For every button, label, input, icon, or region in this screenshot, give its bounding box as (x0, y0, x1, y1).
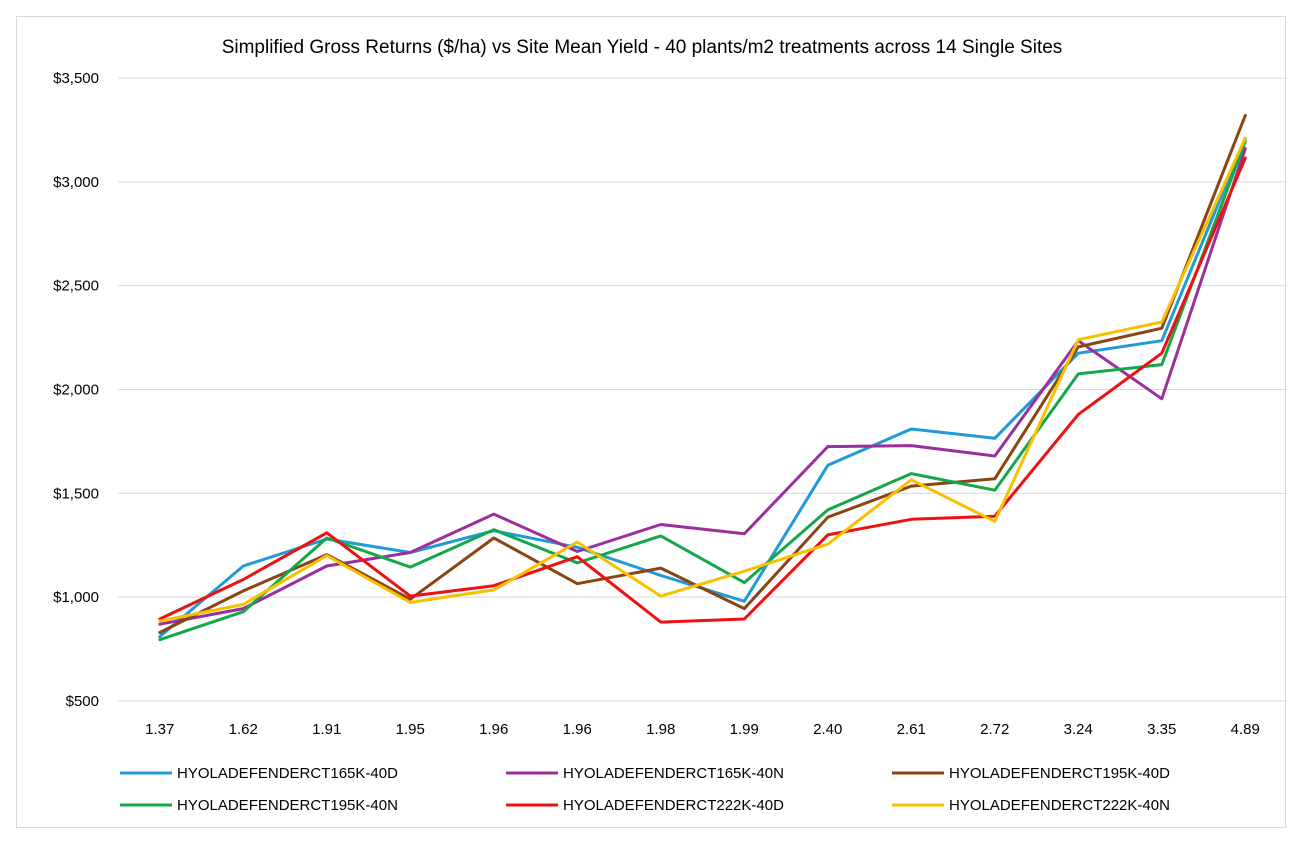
x-tick-label: 1.62 (229, 721, 258, 738)
chart-title: Simplified Gross Returns ($/ha) vs Site … (222, 37, 1063, 58)
legend-label: HYOLADEFENDERCT165K-40D (177, 765, 398, 782)
y-tick-label: $3,500 (53, 70, 99, 87)
legend-item: HYOLADEFENDERCT165K-40D (120, 765, 398, 782)
series-line-hyoladefenderct195k-40n (158, 139, 1247, 642)
y-tick-label: $2,000 (53, 382, 99, 399)
series-line-hyoladefenderct222k-40d (158, 156, 1247, 624)
x-tick-label: 1.37 (145, 721, 174, 738)
x-tick-label: 2.61 (897, 721, 926, 738)
y-tick-label: $1,500 (53, 485, 99, 502)
x-tick-label: 2.40 (813, 721, 842, 738)
legend-item: HYOLADEFENDERCT222K-40N (892, 797, 1170, 814)
legend-label: HYOLADEFENDERCT222K-40N (949, 797, 1170, 814)
y-tick-label: $500 (66, 693, 99, 710)
legend-label: HYOLADEFENDERCT195K-40D (949, 765, 1170, 782)
series-line-hyoladefenderct165k-40d (158, 136, 1247, 639)
x-tick-label: 1.99 (730, 721, 759, 738)
x-tick-label: 4.89 (1231, 721, 1260, 738)
series-line-hyoladefenderct165k-40n (158, 147, 1247, 626)
x-tick-label: 2.72 (980, 721, 1009, 738)
legend-label: HYOLADEFENDERCT165K-40N (563, 765, 784, 782)
series-line-hyoladefenderct222k-40n (158, 136, 1247, 623)
legend-item: HYOLADEFENDERCT195K-40D (892, 765, 1170, 782)
x-tick-label: 1.95 (396, 721, 425, 738)
y-tick-label: $2,500 (53, 278, 99, 295)
x-tick-label: 3.35 (1147, 721, 1176, 738)
x-tick-label: 3.24 (1064, 721, 1093, 738)
x-axis: 1.37 1.62 1.91 1.95 1.96 1.96 1.98 1.99 2.40 2.61… (145, 721, 1260, 738)
legend-item: HYOLADEFENDERCT222K-40D (506, 797, 784, 814)
series-layer (158, 113, 1247, 642)
x-tick-label: 1.96 (479, 721, 508, 738)
legend: HYOLADEFENDERCT165K-40D HYOLADEFENDERCT16… (120, 765, 1170, 814)
x-tick-label: 1.91 (312, 721, 341, 738)
legend-label: HYOLADEFENDERCT195K-40N (177, 797, 398, 814)
x-tick-label: 1.96 (563, 721, 592, 738)
y-tick-label: $1,000 (53, 589, 99, 606)
chart-frame (16, 16, 1286, 828)
y-tick-label: $3,000 (53, 174, 99, 191)
y-axis: $500 $1,000 $1,500 $2,000 $2,500 $3,000 $3,500 (53, 70, 99, 710)
legend-item: HYOLADEFENDERCT165K-40N (506, 765, 784, 782)
x-tick-label: 1.98 (646, 721, 675, 738)
grid-layer (118, 77, 1287, 702)
legend-label: HYOLADEFENDERCT222K-40D (563, 797, 784, 814)
legend-item: HYOLADEFENDERCT195K-40N (120, 797, 398, 814)
